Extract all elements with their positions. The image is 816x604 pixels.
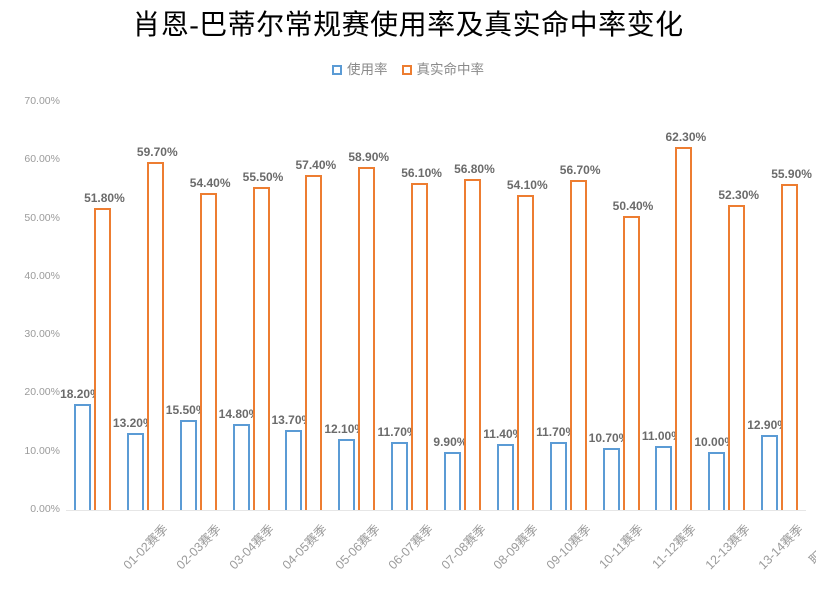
bar-true-shooting[interactable]	[463, 178, 481, 510]
legend-swatch-usage-icon	[332, 65, 342, 75]
bar-label-usage: 10.00%	[694, 434, 736, 449]
bar-label-true-shooting: 58.90%	[348, 149, 390, 164]
bar-true-shooting[interactable]	[622, 216, 640, 510]
x-axis-tick-label: 12-13赛季	[702, 522, 753, 573]
bar-label-usage: 11.40%	[483, 426, 524, 441]
bar-label-usage: 14.80%	[218, 406, 260, 421]
bar-label-true-shooting: 52.30%	[718, 188, 760, 203]
bar-usage[interactable]	[443, 452, 461, 510]
y-axis-tick-label: 30.00%	[24, 328, 60, 341]
bar-usage[interactable]	[126, 433, 144, 510]
x-axis-tick-label: 01-02赛季	[121, 522, 172, 573]
bar-usage[interactable]	[761, 434, 779, 510]
bar-true-shooting[interactable]	[305, 175, 323, 510]
bar-usage[interactable]	[602, 447, 620, 510]
legend-item-usage[interactable]: 使用率	[332, 62, 388, 78]
x-axis-line	[66, 510, 806, 511]
bar-usage[interactable]	[391, 441, 409, 510]
bar-usage[interactable]	[73, 403, 91, 510]
bar-label-usage: 11.00%	[641, 428, 682, 443]
bar-true-shooting[interactable]	[411, 183, 429, 510]
bar-true-shooting[interactable]	[781, 184, 799, 510]
bar-true-shooting[interactable]	[93, 208, 111, 510]
legend-item-true-shooting[interactable]: 真实命中率	[401, 62, 485, 78]
bar-label-usage: 13.20%	[112, 416, 154, 431]
bar-true-shooting[interactable]	[358, 166, 376, 510]
bar-label-true-shooting: 50.40%	[612, 199, 654, 214]
x-axis-tick-label: 04-05赛季	[279, 522, 330, 573]
bar-label-usage: 12.10%	[324, 422, 366, 437]
bar-label-true-shooting: 55.90%	[771, 167, 812, 182]
bar-true-shooting[interactable]	[516, 194, 534, 510]
x-axis-tick-label: 职业生涯	[806, 522, 816, 568]
x-axis-tick-label: 08-09赛季	[491, 522, 542, 573]
x-axis-tick-label: 03-04赛季	[226, 522, 278, 573]
y-axis-tick-label: 60.00%	[24, 153, 60, 166]
bar-usage[interactable]	[549, 441, 567, 510]
bar-usage[interactable]	[232, 423, 250, 510]
bar-label-true-shooting: 56.80%	[454, 161, 495, 176]
bar-label-true-shooting: 59.70%	[136, 145, 178, 160]
y-axis-tick-label: 70.00%	[24, 95, 60, 107]
x-axis-tick-label: 02-03赛季	[173, 522, 225, 573]
legend-label-true-shooting: 真实命中率	[416, 62, 485, 77]
bar-label-true-shooting: 51.80%	[84, 191, 125, 206]
y-axis-tick-label: 20.00%	[24, 386, 60, 399]
bar-label-true-shooting: 57.40%	[295, 158, 337, 173]
bar-usage[interactable]	[496, 443, 514, 510]
y-axis-tick-label: 40.00%	[24, 269, 60, 282]
bar-label-usage: 13.70%	[271, 413, 313, 428]
legend-swatch-true-shooting-icon	[401, 65, 412, 75]
chart-title: 肖恩-巴蒂尔常规赛使用率及真实命中率变化	[132, 10, 684, 41]
x-axis-tick-label: 05-06赛季	[332, 522, 383, 573]
bar-true-shooting[interactable]	[252, 186, 270, 510]
bar-label-true-shooting: 62.30%	[665, 129, 707, 144]
bar-label-usage: 12.90%	[747, 417, 788, 432]
x-axis-tick-label: 07-08赛季	[438, 522, 489, 573]
bar-label-usage: 11.70%	[536, 424, 577, 439]
bar-usage[interactable]	[655, 445, 673, 510]
bar-label-usage: 15.50%	[165, 402, 207, 417]
chart-legend: 使用率 真实命中率	[0, 62, 816, 78]
bar-label-true-shooting: 54.40%	[189, 175, 231, 190]
bar-true-shooting[interactable]	[675, 146, 693, 510]
bar-true-shooting[interactable]	[569, 179, 587, 510]
bar-label-usage: 11.70%	[377, 424, 418, 439]
bar-true-shooting[interactable]	[199, 192, 217, 510]
bar-usage[interactable]	[285, 430, 303, 510]
y-axis-tick-label: 0.00%	[30, 503, 60, 515]
x-axis-tick-label: 10-11赛季	[596, 522, 647, 572]
y-axis-tick-label: 50.00%	[24, 211, 60, 224]
y-axis-tick-label: 10.00%	[24, 444, 60, 457]
x-axis-tick-label: 06-07赛季	[385, 522, 436, 573]
x-axis-tick-label: 13-14赛季	[755, 522, 806, 573]
bar-usage[interactable]	[179, 419, 197, 510]
bar-label-true-shooting: 56.70%	[559, 162, 601, 177]
bar-true-shooting[interactable]	[728, 205, 746, 510]
bar-true-shooting[interactable]	[146, 162, 164, 510]
bar-usage[interactable]	[338, 439, 356, 510]
legend-label-usage: 使用率	[347, 62, 388, 77]
bar-usage[interactable]	[708, 451, 726, 510]
bar-label-usage: 18.20%	[60, 386, 101, 401]
bar-label-true-shooting: 56.10%	[401, 166, 442, 181]
bar-label-usage: 10.70%	[588, 430, 630, 445]
x-axis-tick-label: 11-12赛季	[649, 522, 699, 572]
bar-label-usage: 9.90%	[433, 435, 468, 450]
x-axis-tick-label: 09-10赛季	[543, 522, 595, 573]
bar-label-true-shooting: 54.10%	[506, 177, 548, 192]
bar-label-true-shooting: 55.50%	[242, 169, 284, 184]
